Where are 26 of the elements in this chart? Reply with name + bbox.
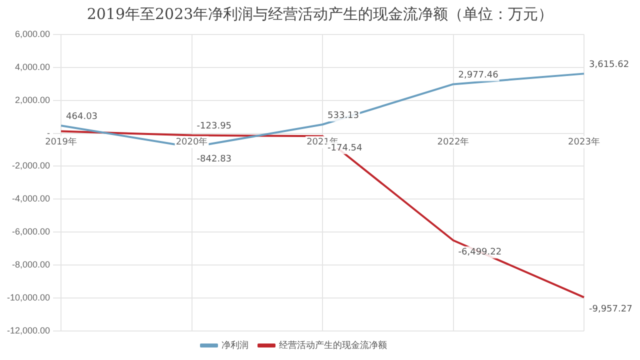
y-tick-label: 4,000.00 [14, 62, 50, 72]
y-tick-label: 2,000.00 [14, 94, 50, 105]
data-label: 464.03 [66, 112, 98, 122]
data-label: -6,499.22 [458, 248, 502, 258]
data-label: -174.54 [328, 143, 363, 154]
y-tick-label: -8,000.00 [12, 260, 50, 270]
x-tick-label: 2020年 [176, 136, 208, 148]
x-tick-label: 2019年 [45, 136, 77, 148]
data-label: 3,615.62 [589, 60, 630, 70]
data-label: -842.83 [196, 154, 232, 164]
y-tick-label: -12,000.00 [6, 325, 50, 336]
legend-label: 经营活动产生的现金流净额 [279, 340, 387, 350]
x-tick-label: 2022年 [437, 136, 470, 148]
x-tick-label: 2023年 [568, 136, 600, 148]
y-tick-label: -4,000.00 [12, 194, 50, 204]
chart-title: 2019年至2023年净利润与经营活动产生的现金流净额（单位：万元） [86, 4, 554, 25]
y-tick-label: -6,000.00 [12, 226, 50, 237]
data-label: 2,977.46 [458, 70, 499, 81]
data-label: -9,957.27 [589, 304, 632, 315]
data-label: -123.95 [196, 122, 232, 132]
y-tick-label: -2,000.00 [12, 160, 50, 171]
y-tick-label: -10,000.00 [6, 292, 50, 303]
data-label: 533.13 [328, 110, 360, 121]
y-tick-label: - [47, 128, 50, 138]
y-tick-label: 6,000.00 [14, 28, 50, 39]
legend-label: 净利润 [222, 340, 248, 350]
